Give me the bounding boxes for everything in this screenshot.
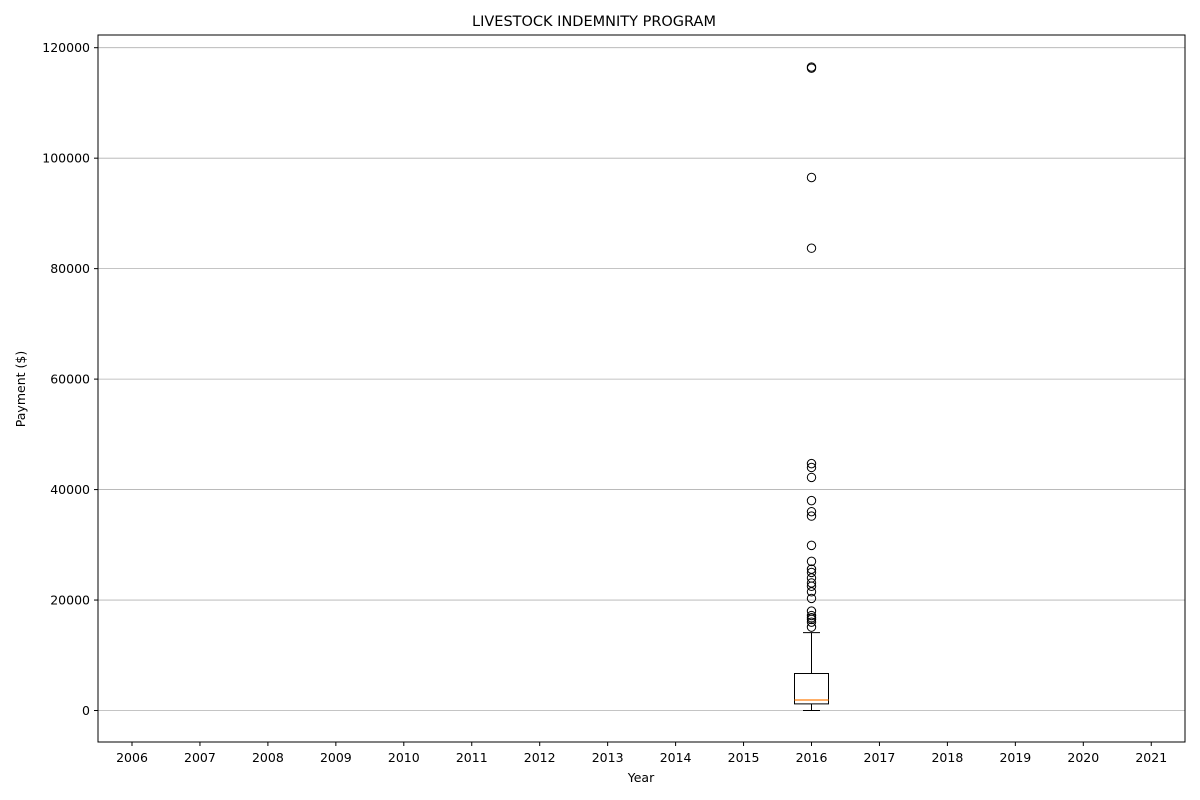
y-axis-ticks: 0 20000 40000 60000 80000 100000 120000 [42, 40, 98, 718]
flier-point [806, 462, 817, 473]
flier-point [806, 556, 817, 567]
x-tick-label: 2018 [931, 750, 963, 765]
x-tick-label: 2017 [864, 750, 896, 765]
flier-point [806, 63, 817, 73]
x-tick-label: 2009 [320, 750, 352, 765]
plot-frame [97, 34, 1186, 743]
x-tick-label: 2019 [999, 750, 1031, 765]
flier-point [806, 614, 817, 625]
y-tick-label: 60000 [50, 372, 90, 387]
y-tick-label: 120000 [42, 40, 90, 55]
flier-point [806, 593, 817, 604]
flier-point [806, 472, 817, 483]
x-tick-label: 2013 [592, 750, 624, 765]
chart-title: LIVESTOCK INDEMNITY PROGRAM [472, 14, 716, 30]
y-tick-label: 80000 [50, 261, 90, 276]
y-axis-label: Payment ($) [13, 351, 28, 427]
flier-point [806, 610, 817, 621]
x-tick-label: 2014 [660, 750, 692, 765]
grid-lines [98, 47, 1185, 711]
y-tick-label: 100000 [42, 151, 90, 166]
flier-point [806, 567, 817, 578]
x-tick-label: 2016 [796, 750, 828, 765]
flier-point [806, 540, 817, 551]
flier-point [806, 587, 817, 597]
flier-point [806, 495, 817, 506]
x-tick-label: 2021 [1135, 750, 1167, 765]
flier-point [806, 458, 817, 469]
y-tick-label: 40000 [50, 482, 90, 497]
x-tick-label: 2011 [456, 750, 488, 765]
y-tick-label: 20000 [50, 593, 90, 608]
flier-point [806, 622, 817, 632]
flier-point [806, 506, 817, 517]
boxes [794, 62, 829, 712]
x-tick-label: 2006 [116, 750, 148, 765]
y-tick-label: 0 [82, 703, 90, 718]
flier-point [806, 581, 817, 591]
box-2016 [794, 62, 829, 712]
flier-point [806, 617, 817, 627]
box-iqr [794, 673, 829, 705]
flier-point [806, 243, 817, 253]
flier-point [806, 511, 817, 521]
x-tick-label: 2010 [388, 750, 420, 765]
x-tick-label: 2007 [184, 750, 216, 765]
x-tick-label: 2015 [728, 750, 760, 765]
flier-point [806, 172, 817, 183]
x-tick-label: 2008 [252, 750, 284, 765]
x-tick-label: 2020 [1067, 750, 1099, 765]
x-tick-label: 2012 [524, 750, 556, 765]
x-axis-label: Year [627, 770, 655, 785]
flier-point [806, 573, 817, 583]
x-axis-ticks: 2006 2007 2008 2009 2010 2011 2012 2013 2014 2015… [116, 742, 1167, 765]
